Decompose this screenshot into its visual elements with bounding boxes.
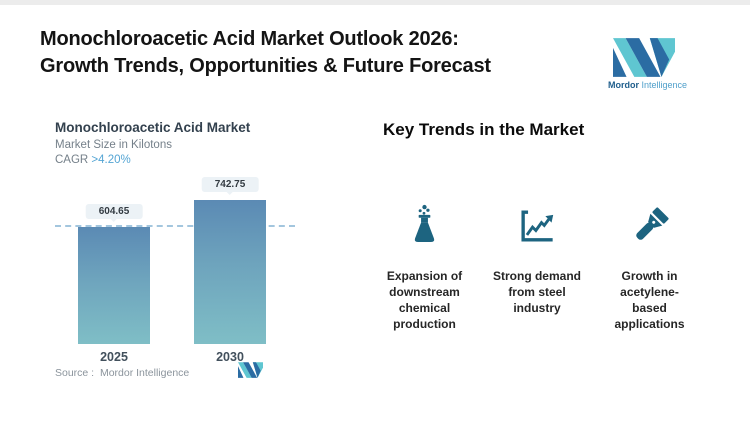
x-axis-label: 2030 — [216, 350, 244, 364]
trend-item-downstream-chemical: Expansion of downstream chemical product… — [372, 196, 477, 332]
mordor-mini-logo-icon — [238, 362, 263, 383]
trend-items: Expansion of downstream chemical product… — [372, 196, 702, 332]
trend-label: Growth in acetylene-based applications — [614, 269, 685, 331]
bar-chart: 604.65 742.75 — [55, 177, 307, 344]
label-caret — [110, 218, 118, 226]
flask-icon — [408, 196, 441, 256]
bar-2030: 742.75 — [194, 177, 266, 344]
trend-label: Strong demand from steel industry — [492, 269, 581, 315]
page-title: Monochloroacetic Acid Market Outlook 202… — [40, 26, 491, 80]
chart-title: Monochloroacetic Acid Market — [55, 120, 251, 135]
mordor-intelligence-logo: Mordor Intelligence — [608, 38, 687, 90]
trend-item-acetylene-growth: Growth in acetylene-based applications — [597, 196, 702, 332]
source-value: Mordor Intelligence — [99, 367, 190, 379]
mordor-logo-icon — [608, 38, 680, 77]
trend-label: Expansion of downstream chemical product… — [386, 269, 463, 331]
growth-chart-icon — [518, 196, 556, 256]
bar-value-label: 604.65 — [85, 204, 143, 222]
bar-2025: 604.65 — [78, 204, 150, 344]
source-line: Source : Mordor Intelligence — [55, 367, 189, 379]
brand-name-light: Intelligence — [641, 80, 688, 90]
chart-cagr: CAGR >4.20% — [55, 154, 131, 166]
reference-dashed-line — [55, 225, 295, 227]
bar — [78, 227, 150, 344]
brand-name: Mordor Intelligence — [608, 80, 687, 90]
flashlight-icon — [627, 196, 673, 256]
brand-name-bold: Mordor — [608, 80, 639, 90]
x-axis-label: 2025 — [100, 350, 128, 364]
label-caret — [226, 191, 234, 199]
trend-item-steel-demand: Strong demand from steel industry — [477, 196, 597, 332]
cagr-value: >4.20% — [91, 154, 131, 166]
page-title-line1: Monochloroacetic Acid Market Outlook 202… — [40, 28, 459, 50]
x-axis-labels: 2025 2030 — [55, 350, 307, 366]
trends-heading: Key Trends in the Market — [383, 120, 585, 139]
bar-value-label: 742.75 — [201, 177, 259, 195]
top-edge-strip — [0, 0, 750, 5]
source-label: Source : — [55, 367, 95, 379]
cagr-label: CAGR — [55, 154, 92, 166]
page-title-line2: Growth Trends, Opportunities & Future Fo… — [40, 55, 491, 77]
chart-subtitle: Market Size in Kilotons — [55, 139, 172, 151]
bar — [194, 200, 266, 344]
